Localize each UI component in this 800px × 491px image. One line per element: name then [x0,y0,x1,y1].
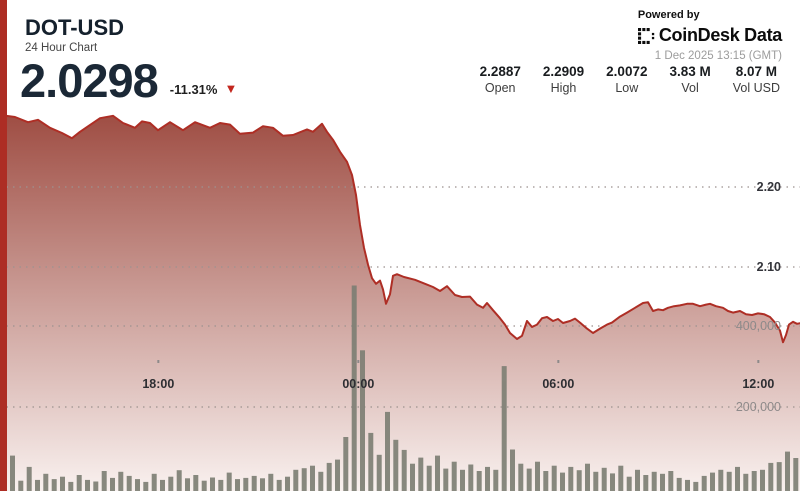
stat-value: 2.2887 [479,64,521,79]
x-axis-label-0600: 06:00 [542,377,575,391]
chart-subtitle: 24 Hour Chart [25,42,98,54]
stat-volume-usd: 8.07 M Vol USD [733,64,780,95]
stat-label: Low [615,81,639,95]
x-axis-label-1800: 18:00 [142,377,175,391]
x-axis-label-0000: 00:00 [342,377,375,391]
symbol-title: DOT-USD [25,15,124,40]
stat-label: Vol [681,81,699,95]
brand-name: CoinDesk Data [658,25,782,45]
stat-value: 2.0072 [606,64,648,79]
y-axis-price-label-2-20: 2.20 [756,180,781,194]
stat-value: 3.83 M [669,64,711,79]
stat-label: Vol USD [732,81,780,95]
y-axis-price-label-2-10: 2.10 [756,260,781,274]
x-axis-label-1200: 12:00 [742,377,775,391]
stat-label: Open [484,81,516,95]
coindesk-mark-icon [637,27,655,44]
powered-by-block: Powered by CoinDesk Data 1 Dec 2025 13:1… [637,9,782,62]
last-price: 2.0298 [20,54,159,107]
stat-high: 2.2909 High [543,64,584,95]
stat-volume: 3.83 M Vol [669,64,710,95]
last-price-row: 2.0298 -11.31% ▼ [20,57,237,104]
change-percent: -11.31% [169,82,218,97]
left-edge-accent-bar [0,0,7,491]
volume-bars [1,285,799,491]
powered-by-label: Powered by [637,9,700,21]
y-axis-volume-label-200k: 200,000 [735,400,781,414]
stat-label: High [550,81,577,95]
ohlcv-stats-row: 2.2887 Open 2.2909 High 2.0072 Low 3.83 … [480,64,780,95]
y-axis-volume-label-400k: 400,000 [735,319,781,333]
price-line [0,114,800,344]
time-axis-tick-marks [157,360,760,363]
stat-low: 2.0072 Low [606,64,647,95]
stat-value: 2.2909 [542,64,585,79]
price-down-arrow-icon: ▼ [224,81,238,97]
coindesk-data-logo[interactable]: CoinDesk Data [637,25,782,46]
price-area-fill [0,115,800,491]
stat-open: 2.2887 Open [480,64,521,95]
stat-value: 8.07 M [735,64,778,79]
timestamp: 1 Dec 2025 13:15 (GMT) [654,50,782,62]
